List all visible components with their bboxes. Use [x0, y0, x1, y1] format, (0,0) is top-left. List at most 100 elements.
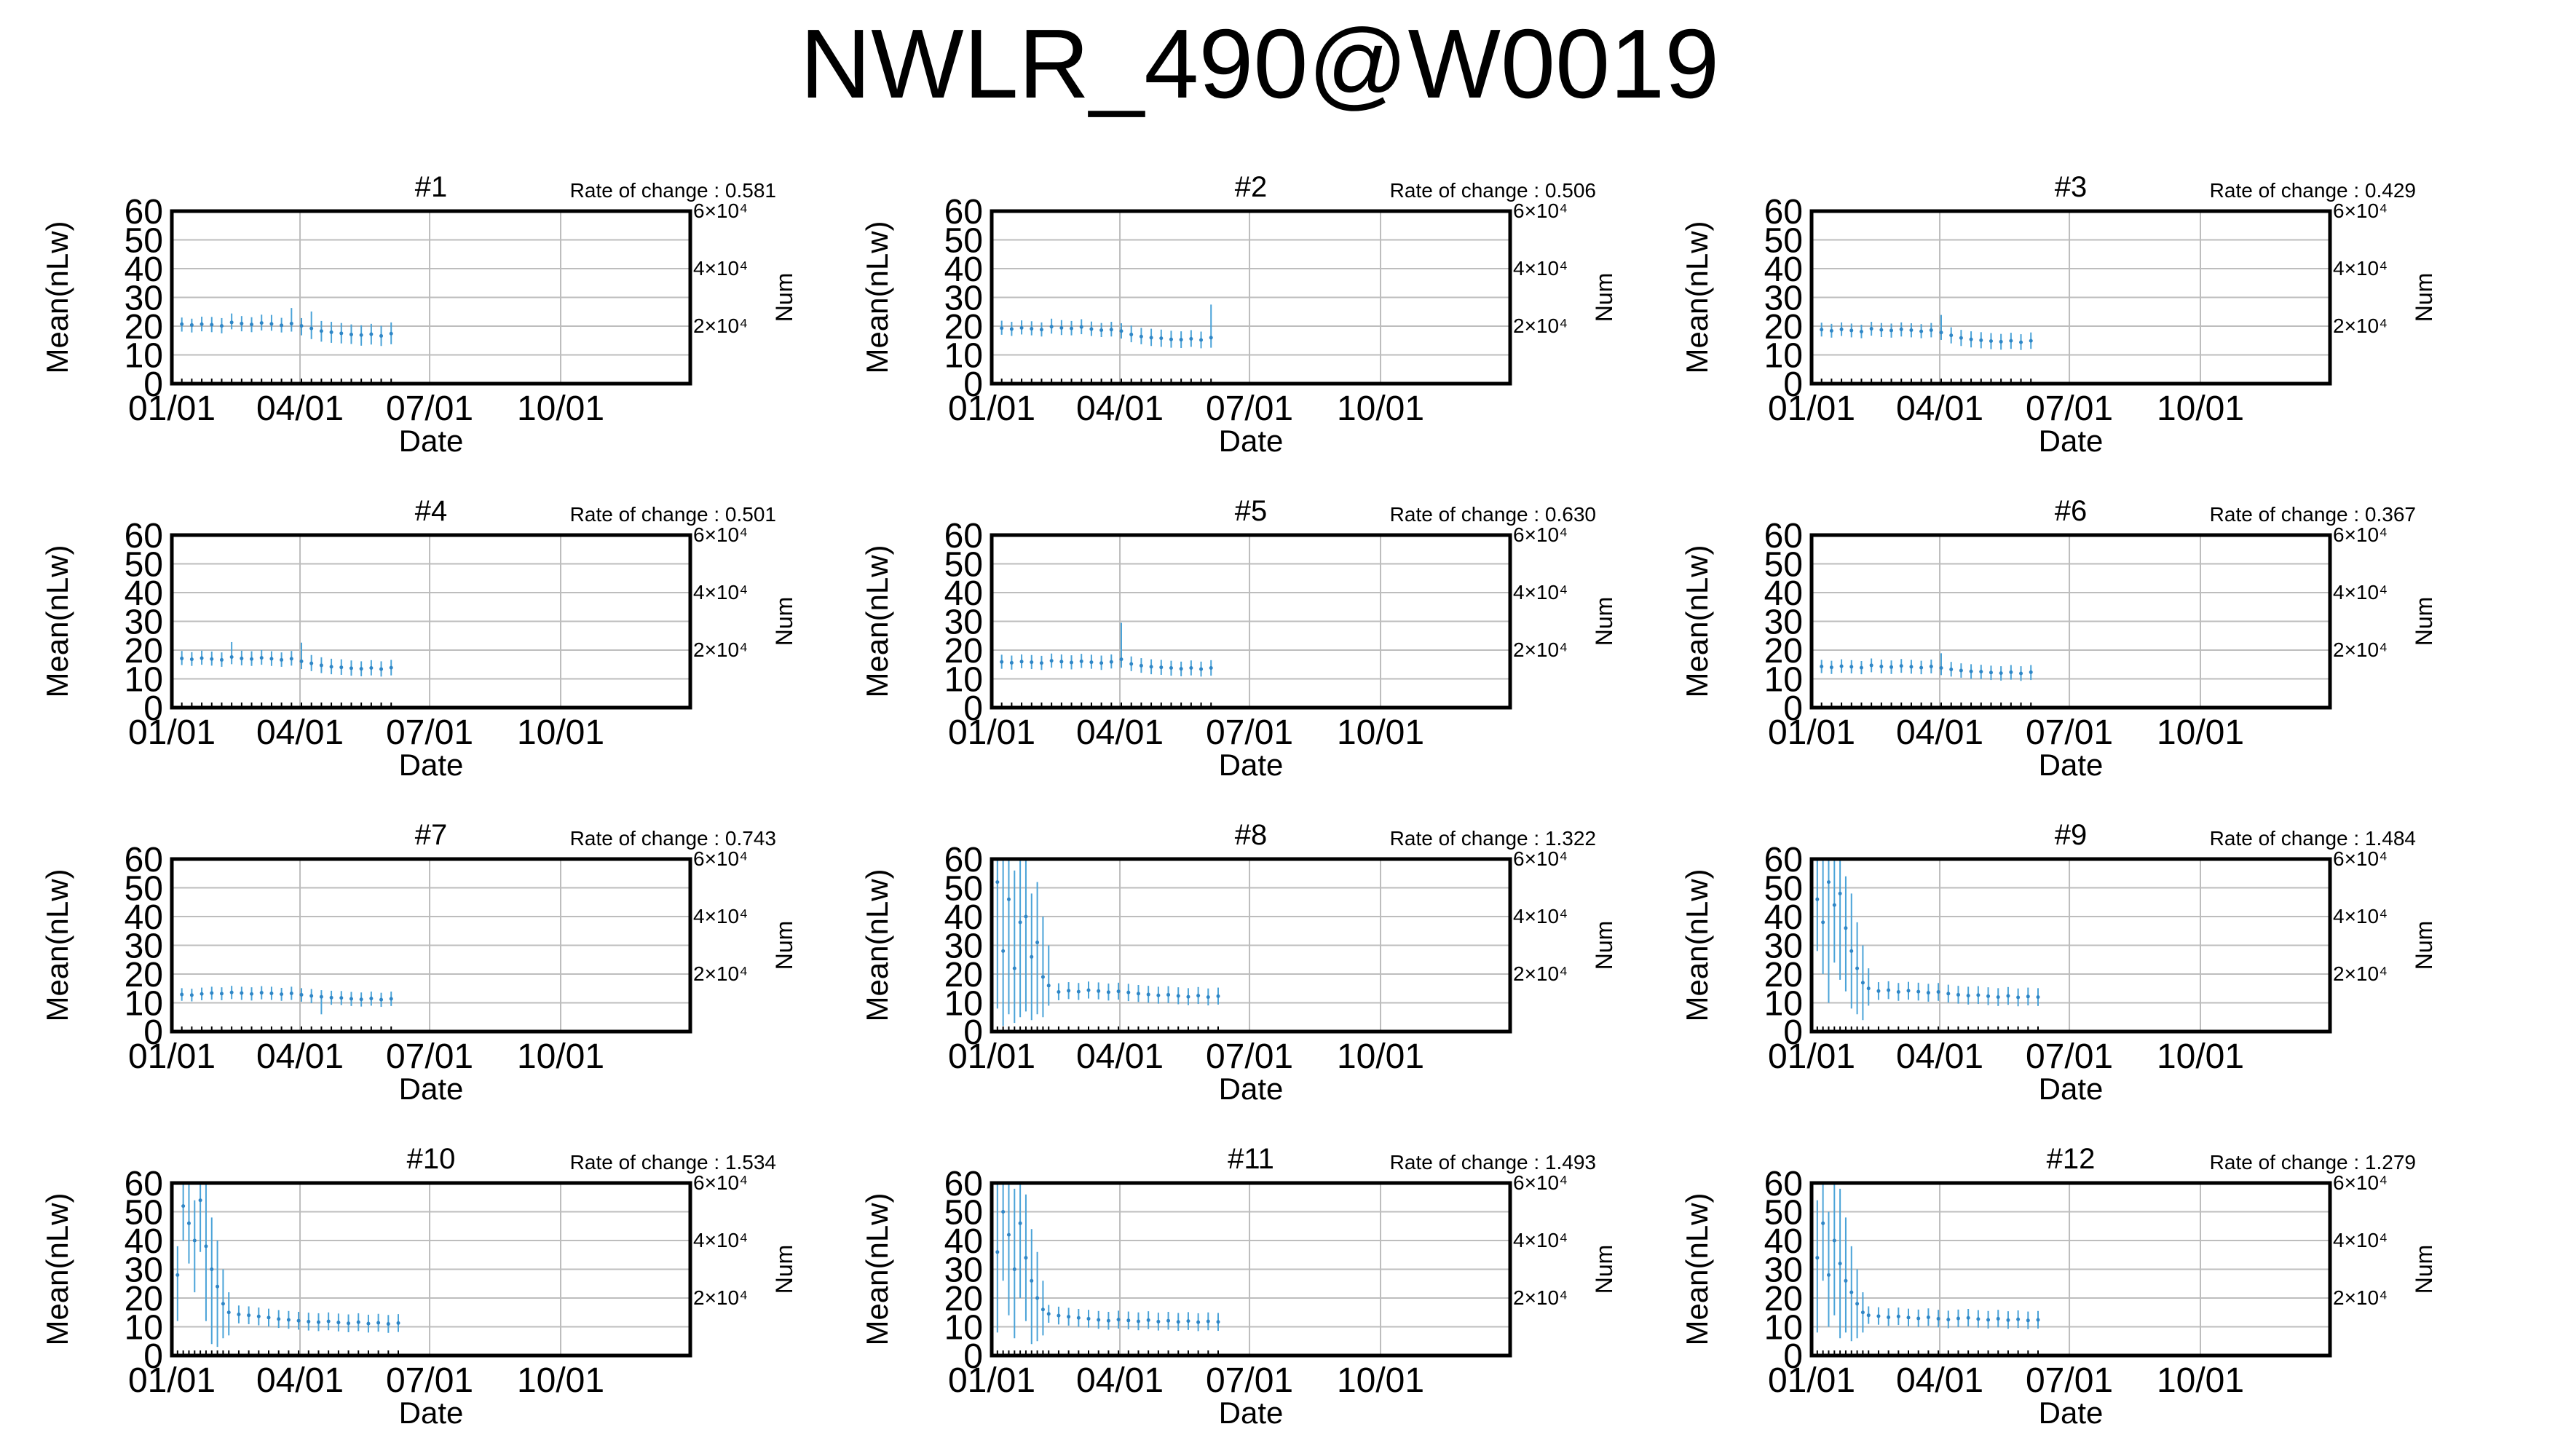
y-tick-label: 10	[1764, 985, 1803, 1024]
data-point	[1189, 665, 1193, 670]
y2-tick-label: 4×10⁴	[2333, 905, 2388, 927]
y2-tick-label: 4×10⁴	[1513, 257, 1568, 280]
data-point	[1136, 1319, 1140, 1324]
data-point	[329, 330, 333, 334]
x-axis-label: Date	[399, 1396, 464, 1430]
panel-title: #10	[407, 1143, 456, 1175]
x-tick-label: 01/01	[948, 1361, 1035, 1400]
y-tick-label: 20	[1764, 308, 1803, 347]
data-point	[386, 1322, 390, 1326]
data-point	[389, 997, 393, 1001]
data-point	[1815, 897, 1820, 901]
rate-of-change-label: Rate of change : 0.506	[1390, 179, 1596, 202]
y-tick-label: 60	[1764, 193, 1803, 232]
x-tick-label: 01/01	[128, 1037, 216, 1076]
y2-tick-label: 4×10⁴	[2333, 581, 2388, 604]
y2-axis-label: Num	[1591, 921, 1617, 970]
data-point	[1966, 994, 1970, 998]
data-point	[1996, 1316, 2000, 1321]
data-point	[1206, 995, 1210, 1000]
data-point	[280, 657, 284, 662]
data-point	[180, 656, 184, 660]
data-point	[1039, 328, 1043, 332]
x-tick-label: 07/01	[386, 713, 473, 752]
data-point	[1159, 665, 1164, 670]
y-tick-label: 20	[1764, 632, 1803, 670]
data-point	[1089, 660, 1094, 665]
data-point	[1079, 659, 1083, 663]
x-tick-label: 07/01	[2026, 713, 2113, 752]
y-tick-label: 60	[125, 1165, 163, 1203]
y-axis-label: Mean(nLw)	[1680, 1192, 1714, 1345]
data-point	[1838, 891, 1842, 895]
data-point	[349, 666, 353, 670]
panel-title: #4	[415, 495, 448, 527]
y-axis-label: Mean(nLw)	[40, 221, 74, 373]
data-point	[2036, 1318, 2040, 1322]
data-point	[289, 991, 293, 995]
y-tick-label: 20	[944, 308, 983, 347]
data-point	[349, 997, 353, 1001]
y2-axis-label: Num	[2411, 1245, 2437, 1294]
data-point	[1189, 336, 1193, 341]
data-point	[376, 1321, 381, 1325]
x-tick-label: 01/01	[948, 389, 1035, 428]
y2-tick-label: 2×10⁴	[693, 962, 748, 985]
y-tick-label: 0	[143, 1337, 163, 1376]
data-point	[1909, 665, 1914, 669]
data-point	[240, 991, 244, 995]
y-tick-label: 40	[944, 250, 983, 289]
y2-tick-label: 4×10⁴	[693, 1229, 748, 1251]
y-tick-label: 0	[1783, 1013, 1803, 1052]
data-point	[1179, 338, 1183, 342]
panel-title: #8	[1235, 819, 1268, 851]
y-tick-label: 30	[125, 1251, 163, 1290]
data-point	[1919, 665, 1924, 670]
data-point	[1906, 989, 1911, 993]
plot-frame	[1809, 533, 2332, 710]
data-point	[1176, 994, 1180, 998]
data-point	[1939, 665, 1943, 670]
data-point	[2029, 339, 2033, 343]
x-tick-label: 07/01	[1206, 713, 1293, 752]
data-point	[1216, 994, 1220, 998]
data-point	[1106, 990, 1110, 994]
y-tick-label: 40	[1764, 574, 1803, 613]
y2-tick-label: 4×10⁴	[693, 581, 748, 604]
data-point	[1986, 1318, 1991, 1322]
data-point	[1156, 1319, 1161, 1324]
data-point	[1979, 338, 1983, 342]
data-point	[1156, 993, 1161, 997]
data-point	[1169, 665, 1173, 670]
data-point	[181, 1204, 186, 1208]
data-point	[1832, 1238, 1836, 1243]
data-point	[1030, 954, 1034, 959]
data-point	[204, 1244, 208, 1249]
rate-of-change-label: Rate of change : 1.534	[570, 1151, 776, 1174]
data-point	[250, 992, 254, 996]
y2-tick-label: 2×10⁴	[1513, 962, 1568, 985]
data-point	[200, 992, 204, 996]
x-tick-label: 04/01	[1076, 1037, 1164, 1076]
x-tick-label: 01/01	[948, 713, 1035, 752]
data-point	[1146, 1318, 1150, 1322]
y2-tick-label: 6×10⁴	[2333, 199, 2388, 222]
x-tick-label: 10/01	[1337, 1037, 1424, 1076]
y2-tick-label: 2×10⁴	[2333, 314, 2388, 337]
x-tick-label: 01/01	[128, 1361, 216, 1400]
x-axis-label: Date	[399, 424, 464, 458]
data-point	[2016, 995, 2021, 1000]
data-point	[1012, 1267, 1016, 1271]
x-tick-label: 01/01	[948, 1037, 1035, 1076]
data-point	[1986, 994, 1991, 998]
data-point	[1199, 667, 1204, 671]
rate-of-change-label: Rate of change : 0.743	[570, 827, 776, 850]
x-tick-label: 10/01	[1337, 713, 1424, 752]
panel-title: #3	[2055, 171, 2088, 203]
data-point	[1820, 328, 1824, 332]
